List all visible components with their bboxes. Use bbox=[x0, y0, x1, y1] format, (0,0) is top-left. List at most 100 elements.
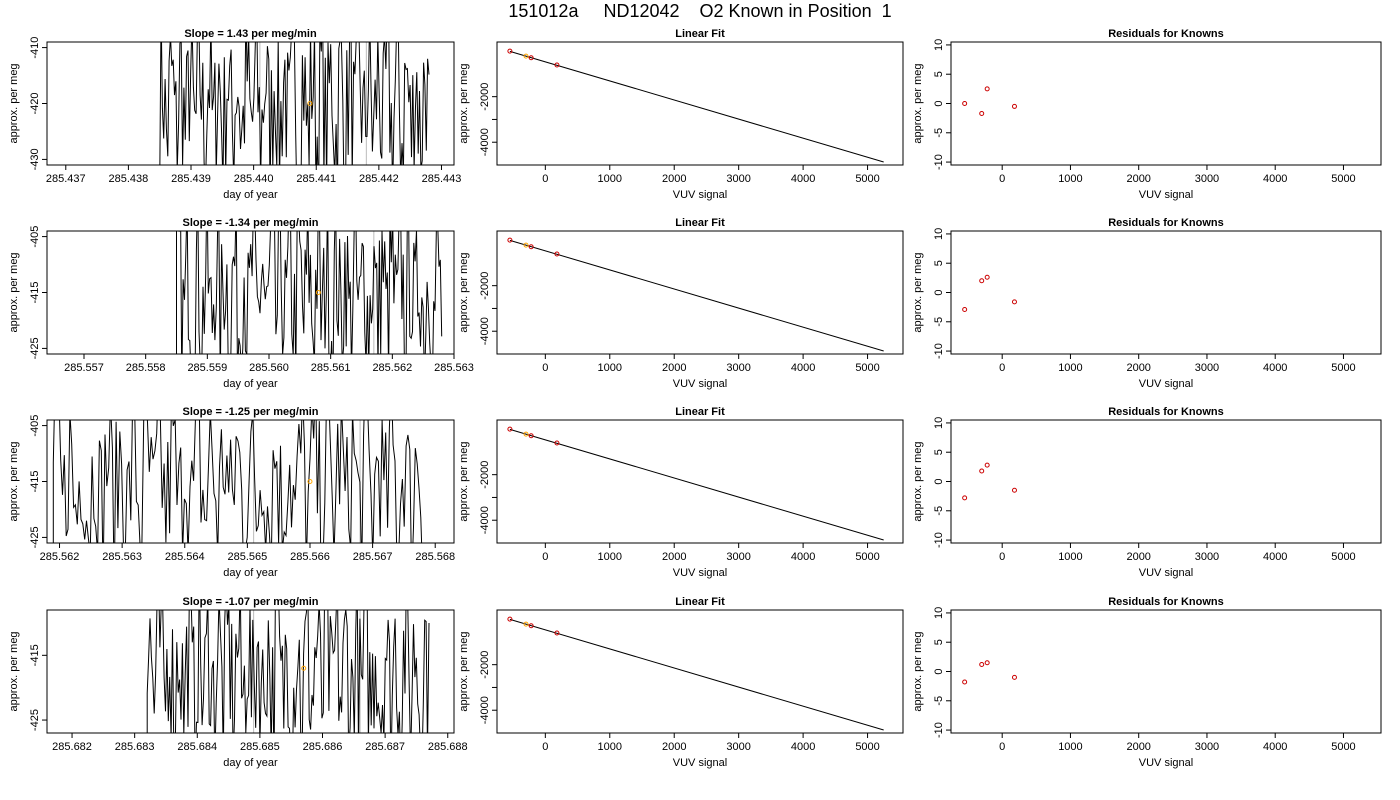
x-tick-label: 2000 bbox=[1126, 741, 1150, 753]
fit-point bbox=[528, 623, 534, 629]
plot-frame bbox=[950, 230, 1382, 355]
x-tick-label: 1000 bbox=[598, 362, 622, 374]
plot-frame bbox=[496, 41, 904, 166]
panel-title: Residuals for Knowns bbox=[1108, 596, 1224, 608]
x-tick-label: 5000 bbox=[855, 551, 879, 563]
x-tick-label: 4000 bbox=[791, 362, 815, 374]
plot-area bbox=[52, 420, 423, 543]
plot-frame bbox=[950, 609, 1382, 734]
fit-point bbox=[554, 630, 560, 636]
residual-point bbox=[1011, 674, 1017, 680]
y-tick-label: -10 bbox=[933, 154, 945, 170]
plot-area bbox=[507, 237, 884, 352]
x-tick-label: 4000 bbox=[791, 741, 815, 753]
fit-point bbox=[523, 242, 529, 248]
series-line bbox=[159, 42, 430, 165]
plot-area bbox=[507, 426, 884, 541]
panel-linear-fit-row3: Linear Fit 0 1000 2000 3000 4000 5000 -4000 -200… bbox=[458, 406, 904, 579]
y-tick-label: 0 bbox=[933, 668, 945, 674]
x-tick-label: 0 bbox=[542, 173, 548, 185]
y-axis-label: approx. per meg bbox=[8, 441, 20, 521]
residual-point bbox=[979, 110, 985, 116]
x-tick-label: 1000 bbox=[598, 551, 622, 563]
plot-frame bbox=[496, 609, 904, 734]
residual-point bbox=[962, 101, 968, 106]
x-axis-label: day of year bbox=[223, 189, 278, 201]
x-tick-label: 4000 bbox=[1263, 551, 1287, 563]
x-tick-label: 285.568 bbox=[415, 551, 455, 563]
known-point bbox=[301, 665, 307, 671]
panel-residuals-row4: Residuals for Knowns 0 1000 2000 3000 4000 500… bbox=[912, 596, 1382, 769]
page-title: 151012a ND12042 O2 Known in Position 1 bbox=[508, 1, 892, 21]
y-axis-label: approx. per meg bbox=[458, 631, 470, 711]
panel-residuals-row1: Residuals for Knowns 0 1000 2000 3000 4000 500… bbox=[912, 28, 1382, 201]
x-tick-label: 5000 bbox=[855, 362, 879, 374]
x-tick-label: 285.441 bbox=[296, 173, 336, 185]
panel-title: Residuals for Knowns bbox=[1108, 217, 1224, 229]
y-tick-label: 10 bbox=[933, 607, 945, 619]
y-tick-label: -420 bbox=[29, 92, 41, 114]
y-tick-label: 5 bbox=[933, 71, 945, 77]
y-tick-label: -5 bbox=[933, 128, 945, 138]
known-point bbox=[315, 290, 321, 295]
x-axis-label: VUV signal bbox=[673, 378, 727, 390]
y-tick-label: -10 bbox=[933, 532, 945, 548]
x-axis-label: day of year bbox=[223, 567, 278, 579]
x-tick-label: 285.566 bbox=[290, 551, 330, 563]
x-tick-label: 5000 bbox=[1331, 551, 1355, 563]
y-tick-label: -5 bbox=[933, 506, 945, 516]
y-axis-label: approx. per meg bbox=[912, 631, 924, 711]
x-tick-label: 285.562 bbox=[40, 551, 80, 563]
y-tick-label: 10 bbox=[933, 228, 945, 240]
x-tick-label: 285.562 bbox=[372, 362, 412, 374]
plot-frame bbox=[496, 230, 904, 355]
panel-linear-fit-row2: Linear Fit 0 1000 2000 3000 4000 5000 -4000 -200… bbox=[458, 217, 904, 390]
y-axis-label: approx. per meg bbox=[912, 441, 924, 521]
y-axis-label: approx. per meg bbox=[8, 631, 20, 711]
x-tick-label: 2000 bbox=[1126, 173, 1150, 185]
fit-point bbox=[507, 426, 513, 432]
y-tick-label: -430 bbox=[29, 148, 41, 170]
residual-point bbox=[984, 462, 990, 468]
fit-point bbox=[554, 251, 560, 257]
y-tick-label: -405 bbox=[29, 226, 41, 248]
x-axis-label: VUV signal bbox=[1139, 378, 1193, 390]
y-tick-label: -2000 bbox=[479, 461, 491, 489]
x-axis-label: VUV signal bbox=[1139, 189, 1193, 201]
y-tick-label: -425 bbox=[29, 526, 41, 548]
x-axis-label: VUV signal bbox=[673, 189, 727, 201]
plot-area bbox=[962, 274, 1017, 312]
x-tick-label: 285.563 bbox=[102, 551, 142, 563]
x-tick-label: 285.560 bbox=[249, 362, 289, 374]
panel-residuals-row3: Residuals for Knowns 0 1000 2000 3000 4000 500… bbox=[912, 406, 1382, 579]
x-tick-label: 5000 bbox=[1331, 362, 1355, 374]
series-line bbox=[146, 610, 430, 733]
fit-point bbox=[507, 616, 513, 622]
x-tick-label: 2000 bbox=[1126, 551, 1150, 563]
fit-line bbox=[509, 428, 884, 541]
panel-title: Residuals for Knowns bbox=[1108, 406, 1224, 418]
panel-time-series-row1: Slope = 1.43 per meg/min 285.437 285.438 28… bbox=[8, 28, 461, 201]
plot-area bbox=[507, 48, 884, 163]
x-tick-label: 4000 bbox=[791, 551, 815, 563]
x-tick-label: 3000 bbox=[1195, 173, 1219, 185]
plot-area bbox=[507, 616, 884, 731]
residual-point bbox=[1011, 299, 1017, 305]
panel-time-series-row3: Slope = -1.25 per meg/min 285.562 285.563 2… bbox=[8, 406, 455, 579]
x-tick-label: 2000 bbox=[1126, 362, 1150, 374]
plot-area bbox=[176, 231, 443, 354]
plot-frame bbox=[46, 230, 455, 355]
x-tick-label: 0 bbox=[999, 551, 1005, 563]
y-tick-label: -4000 bbox=[479, 506, 491, 534]
y-tick-label: 10 bbox=[933, 417, 945, 429]
residual-point bbox=[1011, 487, 1017, 493]
residual-point bbox=[962, 679, 968, 685]
y-tick-label: -5 bbox=[933, 696, 945, 706]
residual-point bbox=[962, 306, 968, 312]
plot-frame bbox=[46, 609, 455, 734]
fit-point bbox=[528, 433, 534, 439]
plot-area bbox=[962, 462, 1017, 501]
residual-point bbox=[979, 278, 985, 284]
panel-title: Slope = -1.25 per meg/min bbox=[182, 406, 318, 418]
x-tick-label: 4000 bbox=[791, 173, 815, 185]
